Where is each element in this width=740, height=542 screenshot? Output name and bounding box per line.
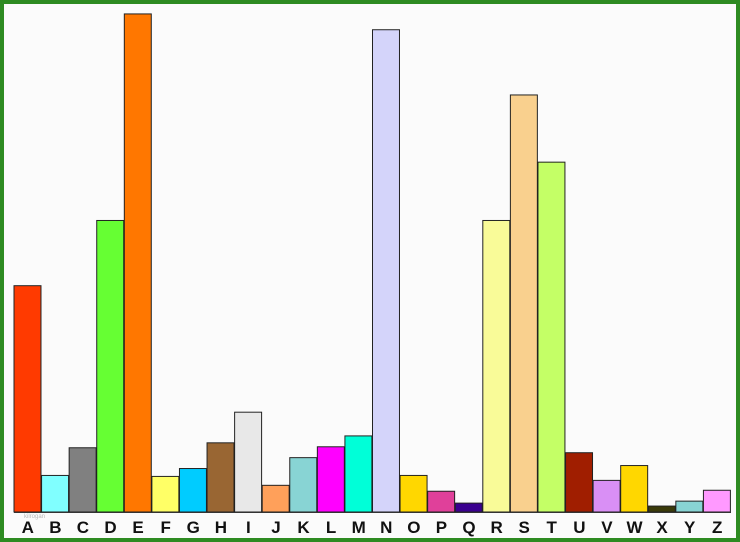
bar-h — [206, 442, 235, 513]
x-tick-label-o: O — [407, 518, 420, 537]
bar-n — [372, 29, 400, 513]
x-tick-label-k: K — [297, 518, 310, 537]
x-tick-label-t: T — [547, 518, 558, 537]
bar-r — [482, 219, 511, 513]
x-tick-label-u: U — [573, 518, 585, 537]
x-tick-label-x: X — [656, 518, 668, 537]
x-tick-label-h: H — [215, 518, 227, 537]
bar-e — [123, 13, 152, 513]
x-tick-label-q: Q — [462, 518, 475, 537]
x-tick-label-r: R — [490, 518, 502, 537]
x-tick-label-g: G — [187, 518, 200, 537]
x-tick-label-b: B — [49, 518, 61, 537]
x-tick-label-d: D — [104, 518, 116, 537]
x-tick-label-n: N — [380, 518, 392, 537]
bar-o — [399, 474, 428, 513]
x-tick-label-i: I — [246, 518, 251, 537]
x-tick-label-s: S — [518, 518, 529, 537]
x-tick-label-a: A — [22, 518, 34, 537]
x-tick-label-f: F — [160, 518, 170, 537]
x-tick-label-c: C — [77, 518, 89, 537]
bar-s — [509, 94, 538, 513]
bar-v — [592, 479, 621, 513]
x-tick-label-p: P — [436, 518, 447, 537]
bar-j — [261, 484, 290, 513]
bar-f — [151, 475, 180, 513]
x-tick-label-j: J — [271, 518, 280, 537]
x-tick-label-m: M — [352, 518, 366, 537]
x-tick-label-z: Z — [712, 518, 722, 537]
x-tick-label-w: W — [626, 518, 643, 537]
x-tick-label-l: L — [326, 518, 336, 537]
bar-y — [675, 500, 704, 513]
x-tick-label-v: V — [601, 518, 613, 537]
bar-i — [234, 411, 263, 513]
bars-group — [13, 13, 731, 513]
bar-d — [96, 219, 125, 513]
bar-k — [289, 457, 318, 513]
bar-a — [13, 285, 42, 513]
x-tick-label-y: Y — [684, 518, 696, 537]
bar-m — [344, 435, 373, 513]
bar-g — [178, 468, 207, 513]
bar-x — [647, 505, 676, 513]
bar-p — [427, 490, 456, 513]
bar-u — [565, 452, 594, 513]
watermark-text: kilrogan — [24, 514, 45, 520]
bar-q — [454, 502, 483, 513]
bar-b — [41, 474, 70, 513]
bar-w — [620, 465, 649, 513]
x-tick-label-e: E — [132, 518, 143, 537]
bar-l — [316, 446, 345, 513]
bar-c — [68, 447, 97, 513]
bar-z — [702, 489, 731, 513]
bar-t — [537, 161, 566, 513]
